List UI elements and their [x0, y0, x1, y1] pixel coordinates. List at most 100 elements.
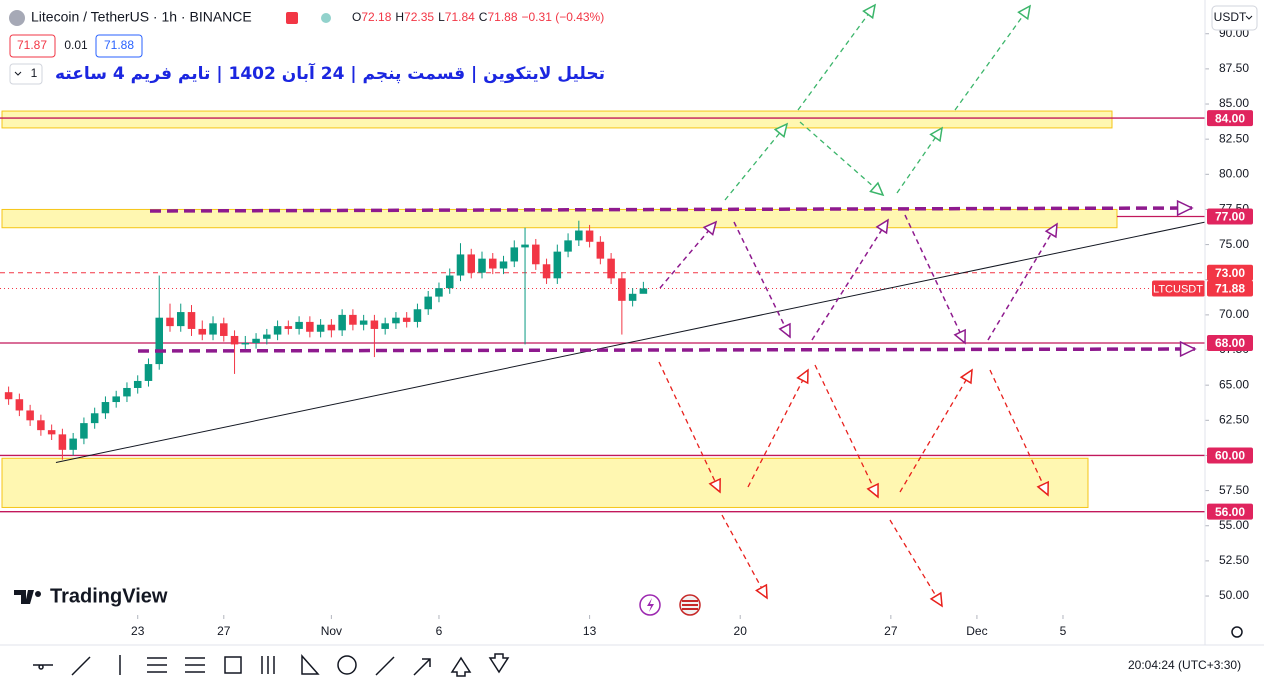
price-tag-label: 56.00 [1215, 505, 1245, 519]
price-tag [1207, 110, 1253, 127]
tool-triangle[interactable] [301, 654, 320, 675]
status-dot [321, 13, 331, 23]
candle-body [456, 254, 465, 276]
candle-body [112, 396, 120, 403]
h-label: H [395, 10, 404, 24]
candle-body [187, 312, 196, 329]
arrow-head [862, 3, 877, 20]
price-tag-label: 77.00 [1215, 210, 1245, 224]
x-tick-label: 5 [1060, 624, 1067, 638]
flag-icon[interactable] [286, 12, 298, 24]
x-tick-label: 27 [217, 624, 231, 638]
price-tag [1207, 503, 1253, 520]
arrow-head [1036, 480, 1049, 497]
candle-body [198, 328, 207, 335]
candle-body [478, 258, 486, 273]
x-tick-label: Dec [966, 624, 987, 638]
arrow-head [1176, 199, 1194, 217]
high: 72.35 [404, 10, 434, 24]
y-tick-label: 87.50 [1219, 61, 1249, 75]
candle-body [123, 387, 131, 397]
clock: 20:04:24 (UTC+3:30) [1128, 658, 1241, 672]
projection-arrow [799, 121, 884, 196]
x-tick-label: 20 [734, 624, 748, 638]
candle-body [542, 264, 551, 279]
projection-arrow [889, 519, 943, 607]
candle-body [413, 309, 422, 322]
arrow-head [1017, 4, 1032, 21]
candle-body [176, 312, 185, 327]
arrow-head [702, 220, 718, 236]
y-tick-label: 62.50 [1219, 412, 1249, 426]
settings-icon[interactable] [1231, 626, 1243, 638]
y-tick-label: 82.50 [1219, 131, 1249, 145]
tool-hline[interactable] [33, 664, 53, 670]
candle-body [26, 410, 34, 421]
currency-box[interactable] [1211, 5, 1258, 31]
zone [1, 110, 1113, 129]
candle-body [327, 324, 336, 331]
arrow-head [755, 583, 768, 600]
c-label: C [479, 10, 488, 24]
y-tick-label: 75.00 [1219, 237, 1249, 251]
price-tag-label: 71.88 [1215, 282, 1245, 296]
price-tag [1207, 280, 1253, 297]
sell-box[interactable] [9, 34, 56, 58]
tool-up[interactable] [450, 656, 472, 677]
arrow-head [708, 477, 721, 494]
trend-line [55, 221, 1206, 463]
tool-fib[interactable] [185, 657, 205, 673]
projection-arrow [733, 221, 791, 338]
candle-body [628, 293, 637, 301]
buy-box[interactable] [95, 34, 143, 58]
candle-body [15, 399, 24, 411]
tool-channel[interactable] [147, 657, 167, 673]
tool-rect[interactable] [224, 656, 242, 674]
candle-body [607, 258, 615, 279]
candle-body [639, 288, 648, 294]
tool-down[interactable] [488, 653, 510, 674]
open: 72.18 [361, 10, 391, 24]
y-tick-label: 52.50 [1219, 553, 1249, 567]
arrow-head [778, 322, 791, 339]
candle-body [532, 244, 540, 265]
candle-body [553, 251, 562, 279]
spread: 0.01 [64, 38, 88, 52]
projection-arrow [137, 347, 1196, 353]
tool-pitch[interactable] [261, 656, 275, 674]
y-tick-label: 65.00 [1219, 377, 1249, 391]
projection-arrow [904, 214, 966, 344]
candle-body [47, 430, 56, 435]
bid: 71.87 [17, 38, 47, 52]
candle-body [467, 254, 476, 273]
arrow-head [959, 368, 973, 385]
candle-body [80, 423, 88, 439]
symbol[interactable]: Litecoin / TetherUS · 1h · BINANCE [31, 9, 252, 25]
change: −0.31 (−0.43%) [522, 10, 605, 24]
candle-body [252, 338, 260, 343]
candle-body [284, 326, 293, 329]
logo[interactable]: TradingView [50, 585, 168, 607]
plot: 50.0052.5055.0057.5060.0062.5065.0067.50… [0, 3, 1253, 638]
candle-body [144, 364, 153, 381]
tool-circle[interactable] [337, 655, 357, 675]
qty-box[interactable] [9, 63, 43, 85]
tool-arrow[interactable] [413, 658, 431, 676]
projection-arrow [659, 221, 717, 289]
candle-body [521, 244, 529, 248]
price-tag-label: 68.00 [1215, 336, 1245, 350]
chevron [1245, 15, 1253, 20]
arrow-head [929, 126, 943, 143]
close: 71.88 [487, 10, 517, 24]
candle-body [510, 247, 519, 262]
candle-body [295, 321, 303, 329]
ohlc: O72.18 H72.35 L71.84 C71.88 −0.31 (−0.43%) [352, 10, 604, 24]
projection-arrow [724, 123, 788, 201]
symbol-tag-label: LTCUSDT [1153, 283, 1203, 295]
tool-trend[interactable] [71, 656, 91, 676]
projection-arrow [987, 223, 1058, 341]
x-tick-label: 13 [583, 624, 597, 638]
tool-path[interactable] [375, 656, 395, 676]
price-tag [1207, 208, 1253, 225]
candle-body [349, 314, 357, 325]
